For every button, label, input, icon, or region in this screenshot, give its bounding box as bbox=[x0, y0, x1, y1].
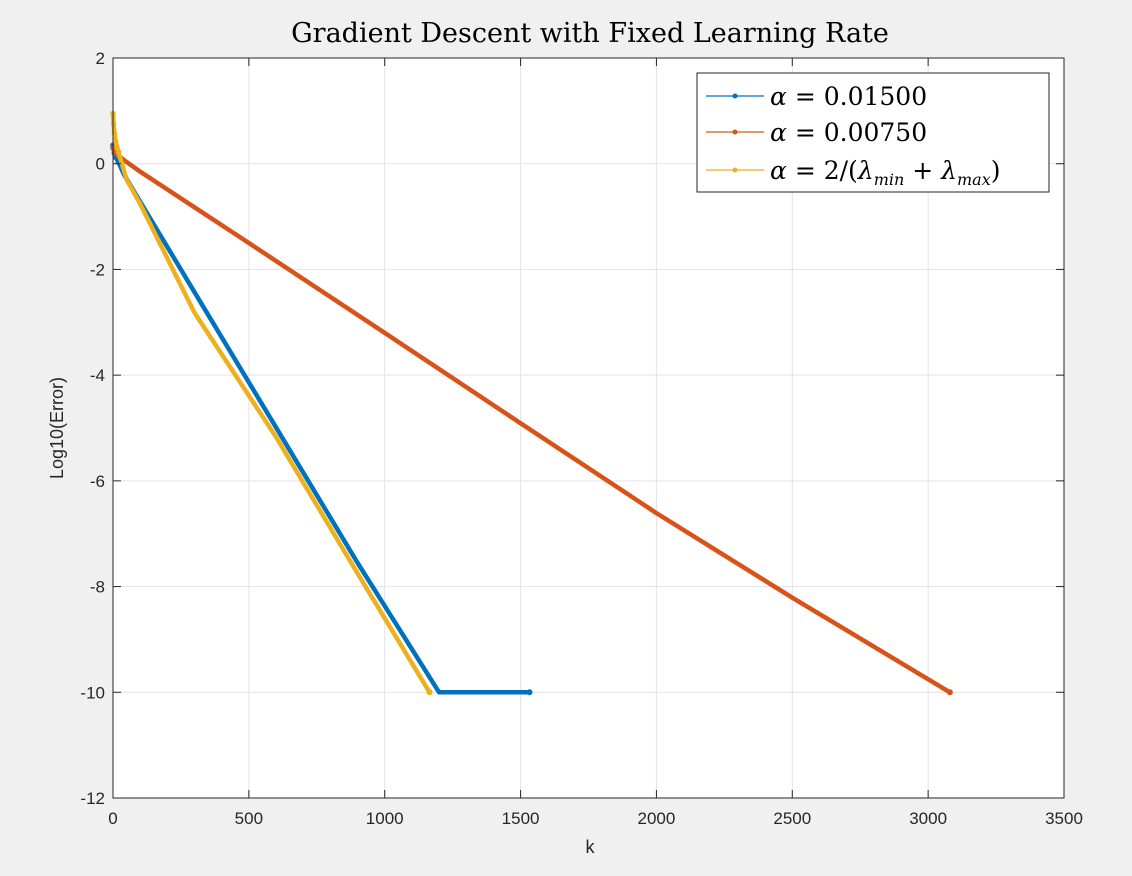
legend-entry-2: α = 0.00750 bbox=[706, 118, 927, 147]
x-axis-label: k bbox=[586, 837, 596, 857]
legend-marker-1 bbox=[732, 93, 738, 99]
series-3-point-4 bbox=[114, 145, 120, 151]
series-3-point-2 bbox=[111, 130, 118, 136]
x-tick-label-5: 2500 bbox=[773, 809, 811, 828]
series-3-end-point bbox=[426, 689, 433, 696]
legend-value-2: 0.00750 bbox=[824, 118, 927, 147]
legend-value-1: 0.01500 bbox=[824, 82, 927, 111]
legend-sub-max: max bbox=[957, 170, 991, 189]
y-tick-label-5: -2 bbox=[90, 260, 105, 279]
legend-close: ) bbox=[991, 156, 1001, 185]
y-tick-label-1: -10 bbox=[80, 683, 105, 702]
x-tick-label-0: 0 bbox=[108, 809, 117, 828]
x-tick-label-4: 2000 bbox=[638, 809, 676, 828]
series-3-point-1 bbox=[110, 121, 117, 127]
legend-entry-1: α = 0.01500 bbox=[706, 82, 927, 111]
legend-alpha-3: α bbox=[770, 156, 787, 185]
legend-eq-2: = bbox=[787, 118, 824, 147]
y-tick-label-0: -12 bbox=[80, 789, 105, 808]
series-1-end-point bbox=[526, 689, 533, 696]
y-tick-label-2: -8 bbox=[90, 578, 105, 597]
y-tick-label-4: -4 bbox=[90, 366, 105, 385]
y-axis-label: Log10(Error) bbox=[47, 377, 67, 479]
plot-frame bbox=[112, 57, 1065, 799]
legend-alpha-1: α bbox=[770, 82, 787, 111]
y-tick-label-6: 0 bbox=[96, 155, 105, 174]
x-tick-label-3: 1500 bbox=[502, 809, 540, 828]
legend-eq-3: = 2/( bbox=[787, 156, 858, 185]
legend-marker-3 bbox=[732, 167, 738, 173]
series-3-point-3 bbox=[112, 138, 119, 145]
legend-eq-1: = bbox=[787, 82, 824, 111]
x-tick-label-1: 500 bbox=[235, 809, 263, 828]
svg-text:α = 2/(λmin + λmax): α = 2/(λmin + λmax) bbox=[770, 156, 1000, 189]
x-tick-label-7: 3500 bbox=[1045, 809, 1083, 828]
legend-lambda-min: λ bbox=[857, 156, 874, 185]
legend-alpha-2: α bbox=[770, 118, 787, 147]
x-tick-label-2: 1000 bbox=[366, 809, 404, 828]
series-3-point-5 bbox=[115, 149, 122, 155]
x-tick-label-6: 3000 bbox=[909, 809, 947, 828]
svg-text:α = 0.01500: α = 0.01500 bbox=[770, 82, 927, 111]
y-tick-label-3: -6 bbox=[90, 472, 105, 491]
svg-text:α = 0.00750: α = 0.00750 bbox=[770, 118, 927, 147]
legend-sub-min: min bbox=[874, 170, 905, 189]
y-ticks: -12 -10 -8 -6 -4 -2 0 2 bbox=[80, 49, 1064, 808]
chart-title: Gradient Descent with Fixed Learning Rat… bbox=[291, 18, 889, 49]
legend-lambda-max: λ bbox=[940, 156, 957, 185]
x-ticks: 0 500 1000 1500 2000 2500 3000 3500 bbox=[108, 58, 1083, 828]
legend-marker-2 bbox=[732, 129, 738, 135]
series-2-end-point bbox=[946, 689, 953, 696]
legend: α = 0.01500 α = 0.00750 α = 2/(λmin + λm… bbox=[696, 72, 1050, 193]
legend-plus: + bbox=[904, 156, 941, 185]
legend-entry-3: α = 2/(λmin + λmax) bbox=[706, 156, 1000, 189]
y-tick-label-7: 2 bbox=[96, 49, 105, 68]
